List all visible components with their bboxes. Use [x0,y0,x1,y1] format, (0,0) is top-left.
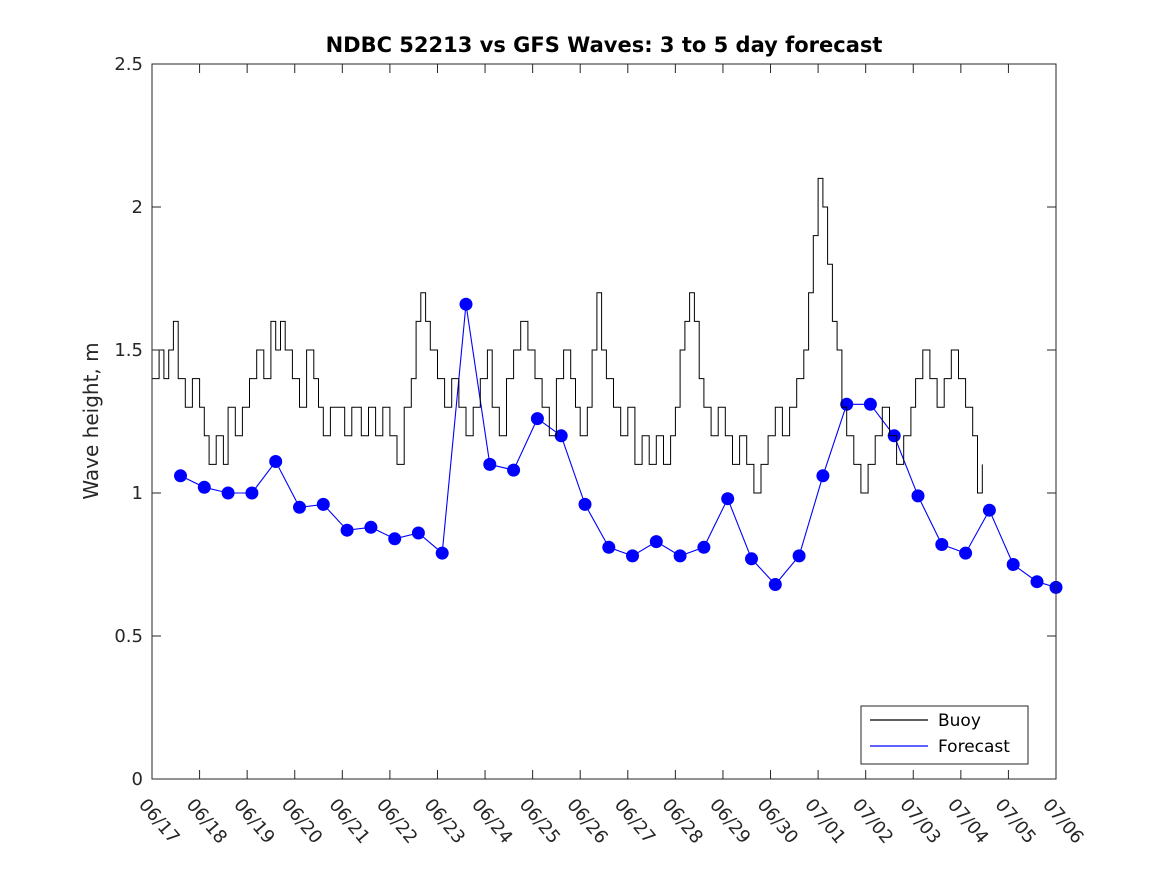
forecast-point-17 [578,497,592,511]
y-tick-label-5: 2.5 [114,54,143,75]
forecast-point-19 [626,549,639,563]
y-tick-label-2: 1 [132,483,143,504]
forecast-point-32 [935,538,949,551]
legend-label-1: Forecast [938,737,1010,757]
forecast-point-26 [792,549,806,563]
forecast-point-1 [197,480,211,494]
forecast-point-31 [911,489,925,503]
y-axis-label: Wave height, m [79,342,103,499]
forecast-point-27 [816,469,830,483]
forecast-point-18 [602,540,616,554]
forecast-point-14 [507,463,521,477]
y-tick-label-4: 2 [132,197,143,218]
forecast-point-12 [459,297,473,311]
forecast-point-25 [768,578,782,591]
chart-title: NDBC 52213 vs GFS Waves: 3 to 5 day fore… [326,33,883,57]
y-tick-label-3: 1.5 [114,340,143,361]
forecast-point-34 [982,503,996,517]
forecast-point-0 [174,469,187,483]
forecast-point-2 [221,486,235,500]
forecast-point-6 [316,497,330,511]
forecast-point-21 [673,549,687,563]
legend-box [860,705,1029,765]
forecast-point-11 [435,546,449,560]
forecast-point-5 [293,500,306,514]
forecast-point-35 [1006,558,1020,571]
forecast-point-4 [269,455,283,468]
forecast-point-29 [863,397,877,411]
plot-frame [151,63,1057,780]
forecast-point-9 [388,532,402,546]
forecast-point-13 [483,457,497,471]
forecast-point-15 [530,412,544,426]
legend: Buoy Forecast [860,705,1029,765]
forecast-series [174,297,1063,594]
forecast-point-8 [364,520,378,534]
forecast-point-22 [697,540,711,554]
legend-label-0: Buoy [938,711,981,731]
y-tick-label-1: 0.5 [114,626,143,647]
forecast-point-33 [959,546,973,560]
forecast-point-3 [245,486,259,500]
forecast-point-10 [411,526,425,540]
forecast-point-20 [649,535,663,549]
forecast-point-23 [721,492,735,506]
buoy-line [152,177,983,494]
forecast-point-36 [1030,575,1044,589]
forecast-point-16 [554,429,568,443]
forecast-point-7 [340,523,354,537]
forecast-point-24 [745,552,758,566]
buoy-series [152,177,983,494]
y-tick-label-0: 0 [132,769,143,790]
